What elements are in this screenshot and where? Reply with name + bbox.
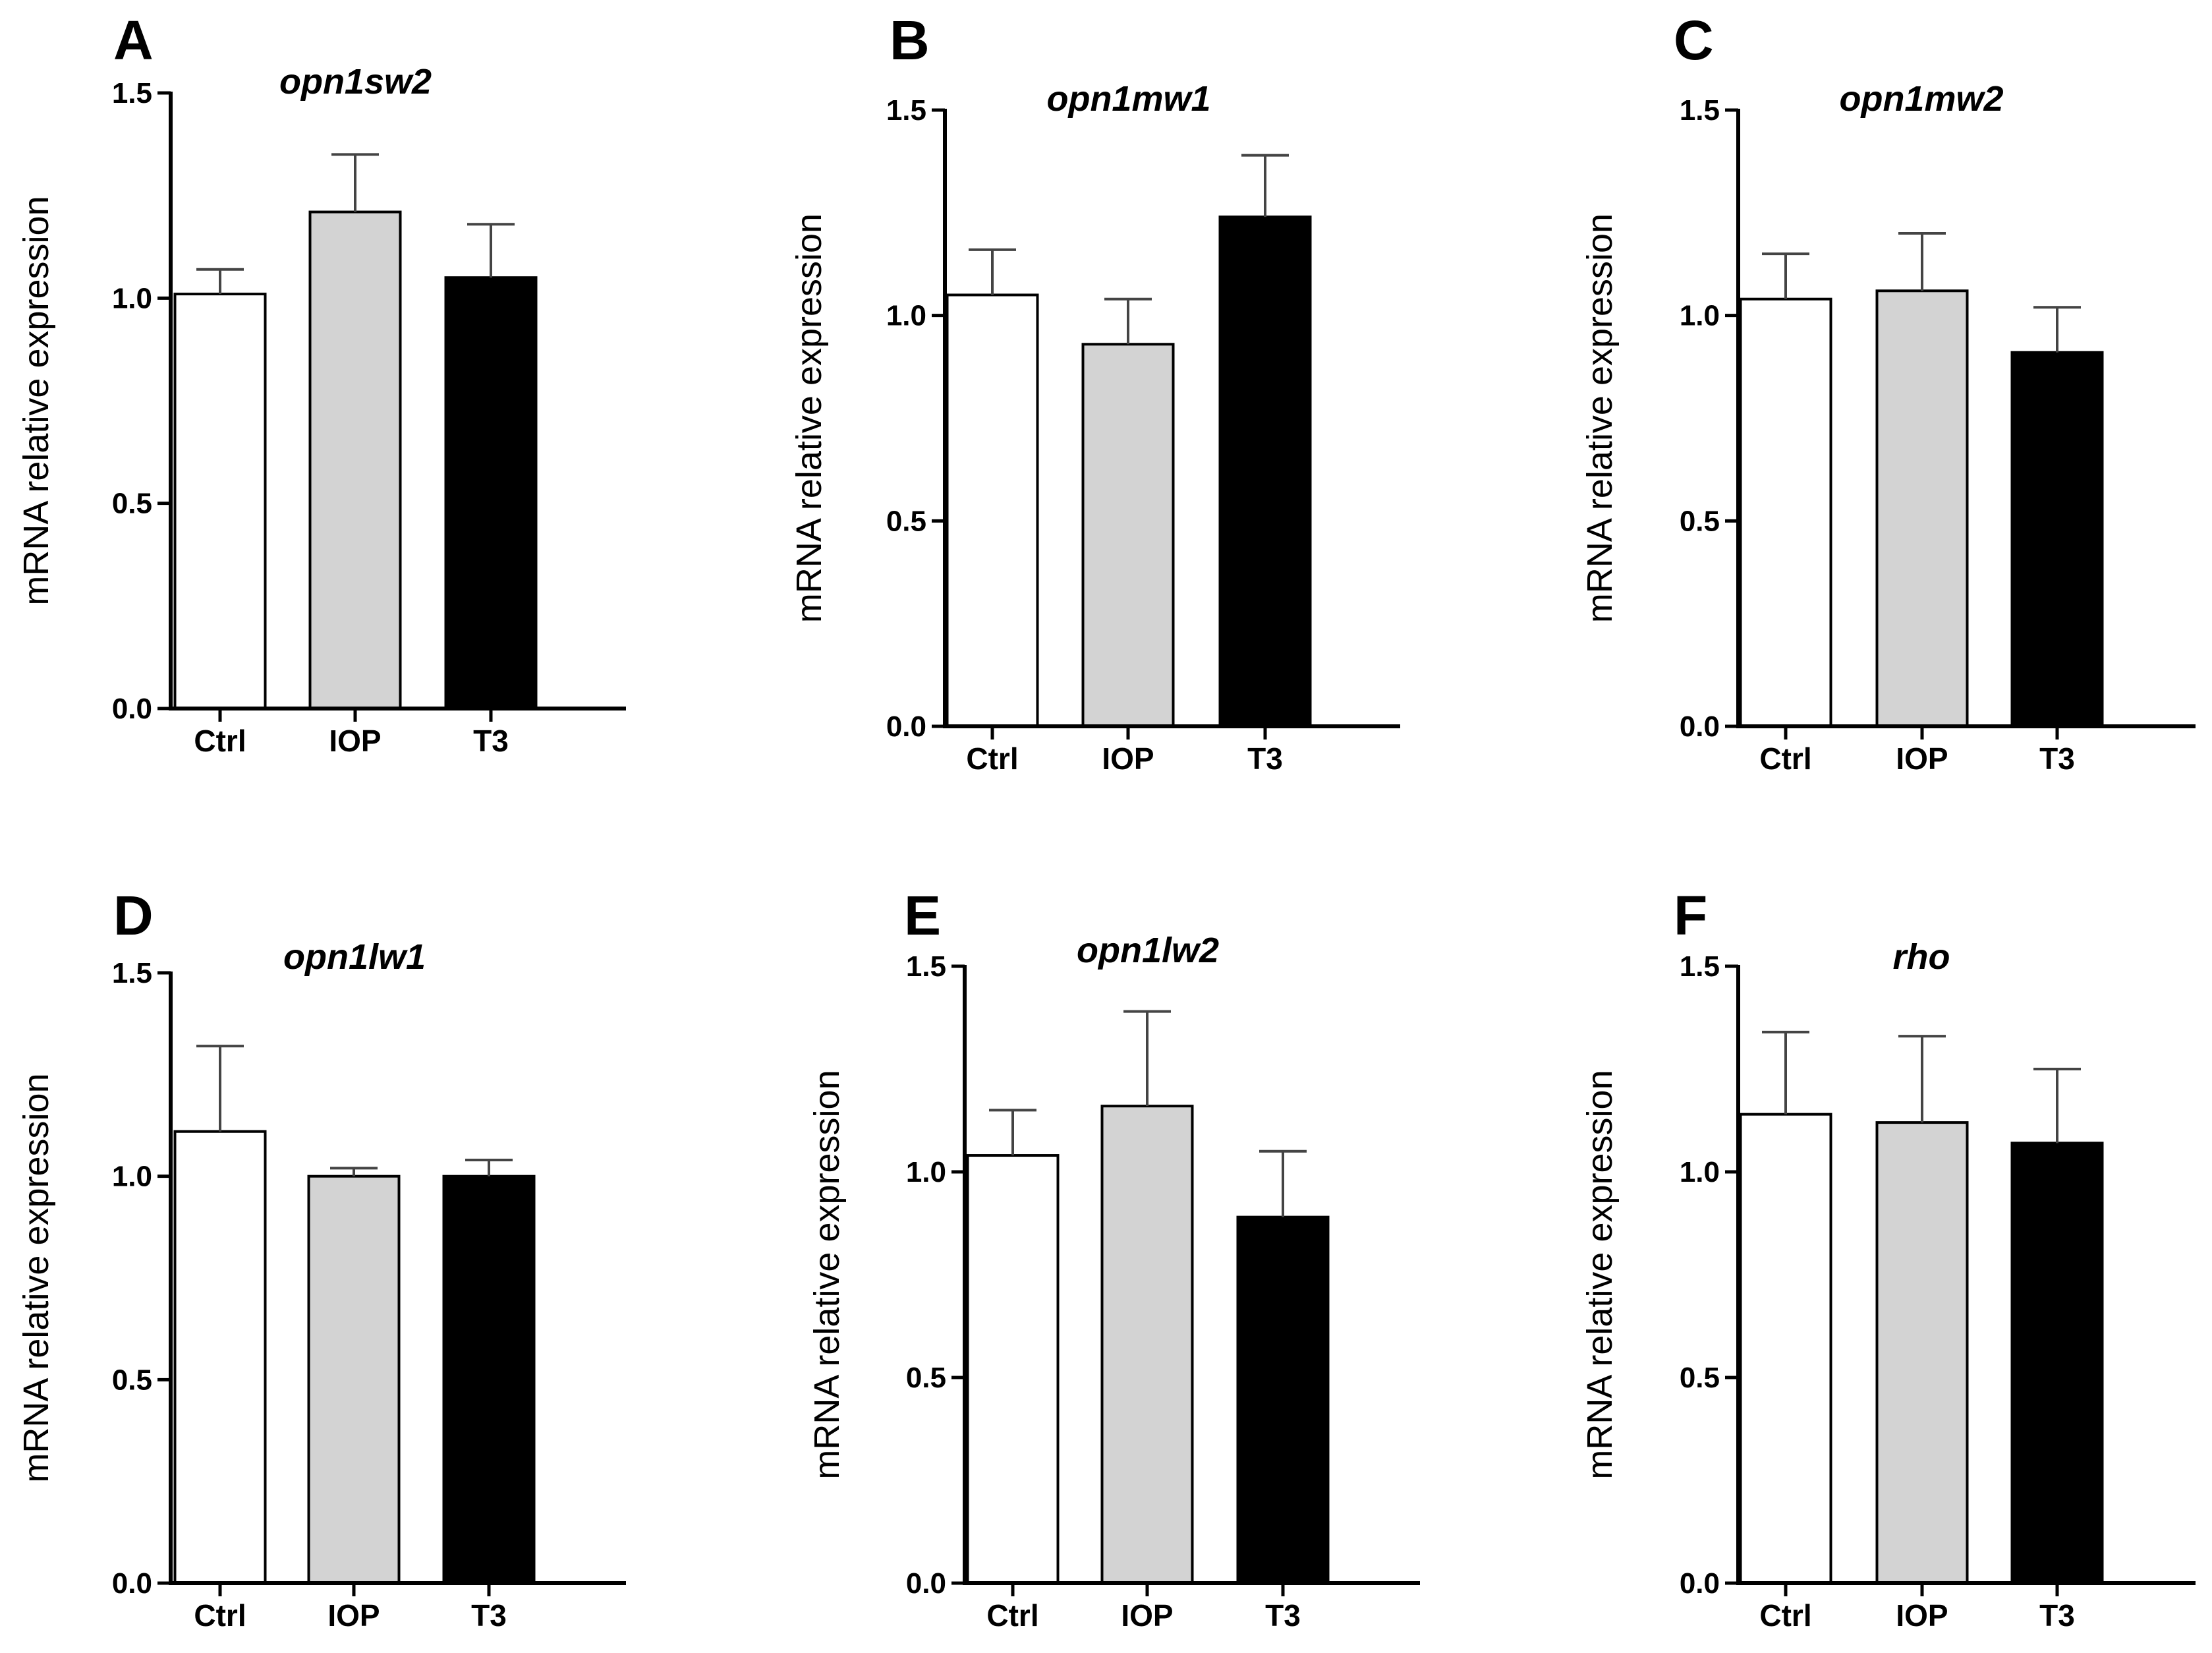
bar-iop xyxy=(1100,1105,1194,1585)
bar-iop xyxy=(1875,289,1969,728)
x-tick-label-iop: IOP xyxy=(1896,1598,1948,1633)
x-tick-label-t3: T3 xyxy=(473,724,509,758)
chart-title: opn1sw2 xyxy=(279,62,432,102)
y-tick-label: 0.0 xyxy=(886,710,926,743)
y-tick-label: 1.5 xyxy=(1680,950,1720,983)
bar-t3 xyxy=(1236,1215,1330,1584)
y-tick-label: 0.5 xyxy=(1680,505,1720,537)
x-tick-label-t3: T3 xyxy=(1265,1598,1301,1633)
bar-t3 xyxy=(2010,351,2104,728)
y-tick-label: 1.5 xyxy=(112,957,152,989)
bar-t3 xyxy=(2010,1142,2104,1584)
y-tick-label: 0.0 xyxy=(906,1567,946,1600)
y-axis-label: mRNA relative expression xyxy=(16,196,56,605)
bar-iop xyxy=(307,1174,401,1584)
bar-t3 xyxy=(1218,216,1312,728)
y-tick-label: 0.5 xyxy=(112,1364,152,1396)
x-tick-label-ctrl: Ctrl xyxy=(1759,1598,1811,1633)
x-tick-label-iop: IOP xyxy=(1102,741,1154,776)
y-tick-label: 0.0 xyxy=(112,1567,152,1600)
y-axis-label: mRNA relative expression xyxy=(1580,214,1620,623)
y-axis-label: mRNA relative expression xyxy=(807,1070,847,1479)
y-tick-label: 1.0 xyxy=(1680,1156,1720,1188)
y-tick-label: 0.5 xyxy=(1680,1362,1720,1394)
y-tick-label: 1.0 xyxy=(886,300,926,332)
chart-title: opn1mw1 xyxy=(1046,79,1210,119)
y-tick-label: 1.0 xyxy=(906,1156,946,1188)
x-tick-label-ctrl: Ctrl xyxy=(966,741,1018,776)
x-tick-label-ctrl: Ctrl xyxy=(194,724,246,758)
bar-ctrl xyxy=(966,1154,1060,1585)
y-axis-label: mRNA relative expression xyxy=(16,1073,56,1482)
chart-title: opn1lw2 xyxy=(1077,931,1219,970)
panel-letter: B xyxy=(890,9,930,71)
y-tick-label: 1.5 xyxy=(886,94,926,127)
y-tick-label: 0.5 xyxy=(112,488,152,520)
panel-letter: F xyxy=(1674,884,1707,946)
bar-ctrl xyxy=(946,293,1039,728)
y-tick-label: 1.0 xyxy=(112,1161,152,1193)
chart-title: rho xyxy=(1893,937,1950,977)
chart-title: opn1lw1 xyxy=(283,937,426,977)
x-tick-label-t3: T3 xyxy=(2039,741,2075,776)
x-tick-label-t3: T3 xyxy=(1247,741,1283,776)
panel-letter: E xyxy=(904,884,941,946)
x-tick-label-iop: IOP xyxy=(1121,1598,1173,1633)
bar-ctrl xyxy=(173,293,267,710)
y-tick-label: 1.0 xyxy=(112,282,152,314)
bar-iop xyxy=(1081,343,1175,728)
y-axis-label: mRNA relative expression xyxy=(789,214,829,623)
y-tick-label: 0.0 xyxy=(112,693,152,725)
x-tick-label-t3: T3 xyxy=(2039,1598,2075,1633)
x-tick-label-ctrl: Ctrl xyxy=(986,1598,1038,1633)
y-tick-label: 0.0 xyxy=(1680,710,1720,743)
y-axis-label: mRNA relative expression xyxy=(1580,1070,1620,1479)
bar-ctrl xyxy=(1739,1113,1832,1584)
bar-t3 xyxy=(442,1174,536,1584)
x-tick-label-ctrl: Ctrl xyxy=(194,1598,246,1633)
panel-letter: C xyxy=(1674,9,1714,71)
x-tick-label-t3: T3 xyxy=(471,1598,507,1633)
y-tick-label: 1.0 xyxy=(1680,300,1720,332)
y-tick-label: 1.5 xyxy=(112,77,152,109)
panel-letter: D xyxy=(113,884,154,946)
panel-letter: A xyxy=(113,9,154,71)
bar-iop xyxy=(308,210,402,710)
bar-t3 xyxy=(444,276,538,710)
bar-ctrl xyxy=(1739,297,1832,728)
bar-iop xyxy=(1875,1121,1969,1584)
y-tick-label: 1.5 xyxy=(1680,94,1720,127)
chart-title: opn1mw2 xyxy=(1839,79,2003,119)
x-tick-label-ctrl: Ctrl xyxy=(1759,741,1811,776)
y-tick-label: 0.0 xyxy=(1680,1567,1720,1600)
x-tick-label-iop: IOP xyxy=(329,724,381,758)
bar-ctrl xyxy=(173,1130,267,1584)
y-tick-label: 0.5 xyxy=(886,505,926,537)
x-tick-label-iop: IOP xyxy=(327,1598,380,1633)
y-tick-label: 1.5 xyxy=(906,950,946,983)
x-tick-label-iop: IOP xyxy=(1896,741,1948,776)
y-tick-label: 0.5 xyxy=(906,1362,946,1394)
